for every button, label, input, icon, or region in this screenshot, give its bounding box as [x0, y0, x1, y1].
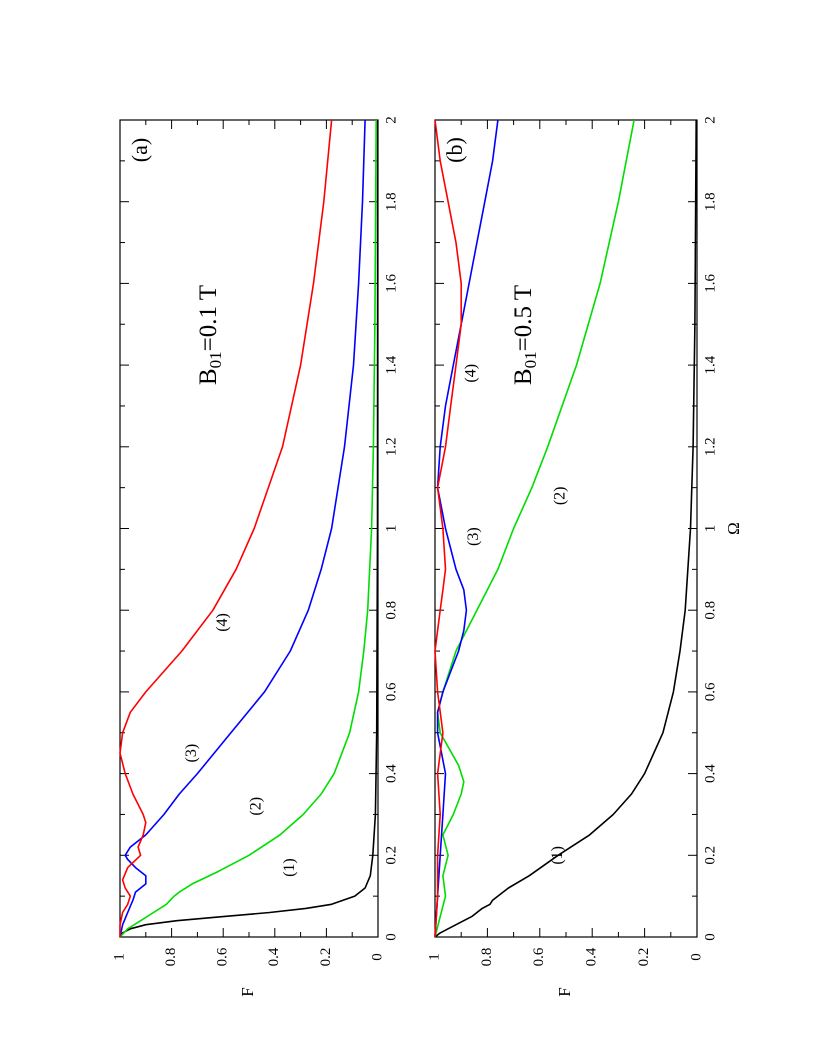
annotation-sub: 01 [521, 351, 540, 368]
x-tick-label: 1.8 [383, 192, 399, 211]
y-tick-label: 0.6 [531, 947, 547, 966]
x-tick-label: 1.6 [702, 274, 718, 293]
x-tick-label: 0.4 [383, 764, 399, 783]
x-tick-label: 0.8 [702, 601, 718, 620]
x-tick-label: 0 [383, 933, 399, 941]
x-tick-label: 1.2 [702, 437, 718, 456]
series-line-3 [119, 119, 366, 938]
x-tick-label: 1.4 [702, 355, 718, 374]
y-tick-label: 0 [369, 953, 385, 961]
x-tick-label: 0.6 [702, 682, 718, 701]
series-label: (3) [465, 527, 482, 546]
y-tick-label: 0.2 [318, 948, 334, 967]
x-tick-label: 0.8 [383, 601, 399, 620]
x-tick-label: 0.4 [702, 764, 718, 783]
x-axis-label: Ω [724, 522, 743, 535]
y-tick-label: 0.8 [163, 948, 179, 967]
y-axis-label: F [238, 987, 257, 996]
series-label: (4) [462, 364, 479, 383]
y-tick-label: 0.4 [584, 947, 600, 966]
series-line-1 [434, 119, 697, 938]
annotation-rest: =0.5 T [510, 285, 537, 351]
series-label: (2) [247, 797, 264, 816]
y-tick-label: 0.8 [479, 948, 495, 967]
y-tick-label: 0.6 [215, 947, 231, 966]
x-tick-label: 1.2 [383, 437, 399, 456]
x-tick-label: 1 [383, 525, 399, 533]
field-annotation: B01=0.5 T [510, 285, 540, 385]
x-tick-label: 1.6 [383, 274, 399, 293]
x-tick-label: 0.6 [383, 682, 399, 701]
x-tick-label: 2 [702, 116, 718, 124]
x-tick-label: 1.8 [702, 192, 718, 211]
panel-b: 0 0.2 0.4 0.6 0.8 1 1.2 1.4 1.6 1.8 2 0 0.2 0.4 0.6 0.8… [426, 116, 742, 996]
series-line-1 [119, 119, 379, 938]
panel-label: (b) [442, 137, 467, 163]
series-label: (1) [281, 858, 298, 877]
series-line-2 [119, 119, 377, 938]
x-tick-label: 0.2 [383, 846, 399, 865]
series-line-4 [119, 119, 333, 937]
x-tick-label: 0 [702, 933, 718, 941]
y-tick-label: 0.2 [636, 948, 652, 967]
series-label: (1) [549, 846, 566, 865]
annotation-sub: 01 [206, 351, 225, 368]
field-annotation: B01=0.1 T [195, 285, 225, 385]
series-label: (3) [183, 744, 200, 763]
y-tick-label: 0 [688, 953, 704, 961]
annotation-main: B [195, 368, 222, 385]
panel-label: (a) [127, 138, 152, 162]
x-tick-label: 0.2 [702, 846, 718, 865]
x-tick-label: 1.4 [383, 355, 399, 374]
y-axis-label: F [555, 987, 574, 996]
series-line-3 [434, 119, 499, 938]
annotation-rest: =0.1 T [195, 285, 222, 351]
series-line-4 [434, 119, 462, 938]
y-tick-label: 1 [426, 953, 442, 961]
x-tick-label: 2 [383, 116, 399, 124]
series-label: (2) [551, 486, 568, 505]
annotation-main: B [510, 368, 537, 385]
y-tick-label: 0.4 [266, 947, 282, 966]
y-tick-label: 1 [111, 953, 127, 961]
series-label: (4) [214, 613, 231, 632]
x-tick-label: 1 [702, 525, 718, 533]
panel-a: 0 0.2 0.4 0.6 0.8 1 1.2 1.4 1.6 1.8 2 0 0.2 0.4 0.6 0.8… [111, 116, 399, 996]
